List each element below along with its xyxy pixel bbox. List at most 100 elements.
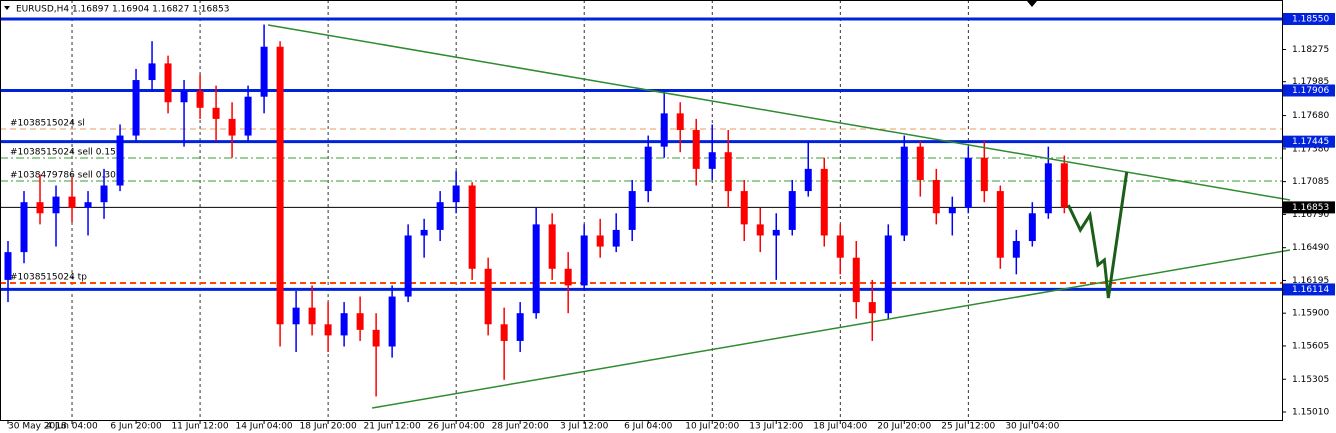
candle-body	[900, 146, 908, 236]
candle-body	[484, 268, 492, 325]
level-label: 1.18550	[1292, 14, 1329, 24]
candle-body	[404, 235, 412, 297]
candle-body	[84, 202, 92, 208]
y-tick-label: 1.16195	[1292, 276, 1329, 286]
menu-icon	[4, 6, 10, 10]
level-box	[1283, 12, 1335, 25]
level-box	[1283, 84, 1335, 97]
y-tick-label: 1.15900	[1292, 309, 1329, 319]
shift-marker	[1027, 1, 1037, 7]
candle-body	[308, 307, 316, 325]
candle-body	[916, 146, 924, 180]
candle-body	[388, 296, 396, 347]
x-tick-label: 18 Jul 04:00	[813, 422, 867, 432]
candle-body	[708, 152, 716, 169]
candle-body	[836, 235, 844, 258]
order-label: #1038479786 sell 0.30	[10, 170, 116, 180]
y-tick-label: 1.15305	[1292, 375, 1329, 385]
candle-body	[852, 257, 860, 303]
candle-body	[276, 46, 284, 325]
candle-body	[260, 46, 268, 97]
candle-body	[868, 302, 876, 314]
candle-body	[292, 307, 300, 325]
candle-body	[52, 196, 60, 214]
candle-body	[964, 157, 972, 208]
current-price-label: 1.16853	[1292, 203, 1329, 213]
candle-body	[628, 191, 636, 230]
candle-body	[532, 224, 540, 314]
x-tick-label: 25 Jul 12:00	[941, 422, 995, 432]
y-tick-label: 1.15010	[1292, 408, 1329, 418]
x-tick-label: 6 Jun 20:00	[110, 422, 162, 432]
x-tick-label: 18 Jun 20:00	[300, 422, 357, 432]
candle-body	[500, 324, 508, 341]
y-tick-label: 1.18275	[1292, 45, 1329, 55]
candle-body	[980, 157, 988, 192]
candle-body	[180, 91, 188, 103]
candle-body	[996, 191, 1004, 258]
candle-body	[196, 91, 204, 108]
candle-body	[116, 135, 124, 186]
plot-frame	[0, 0, 1283, 421]
candle-body	[164, 63, 172, 103]
x-tick-label: 20 Jul 20:00	[877, 422, 931, 432]
candle-body	[788, 191, 796, 230]
candle-body	[1060, 163, 1068, 208]
candle-body	[612, 229, 620, 247]
candle-body	[356, 313, 364, 330]
candle-body	[132, 80, 140, 136]
candle-body	[676, 113, 684, 131]
x-tick-label: 6 Jul 04:00	[624, 422, 673, 432]
candle-body	[1044, 163, 1052, 214]
candle-body	[68, 196, 76, 208]
candle-body	[436, 202, 444, 230]
current-price-box	[1283, 201, 1335, 214]
level-label: 1.17445	[1292, 137, 1329, 147]
candle-body	[452, 185, 460, 203]
candle-body	[884, 235, 892, 314]
candle-body	[212, 107, 220, 119]
candle-body	[372, 329, 380, 347]
candle-body	[580, 235, 588, 286]
candle-body	[340, 313, 348, 336]
candle-body	[644, 146, 652, 192]
candle-body	[100, 185, 108, 203]
candle-body	[4, 252, 12, 280]
candle-body	[516, 313, 524, 341]
trendline	[267, 24, 1291, 201]
x-tick-label: 26 Jun 04:00	[428, 422, 485, 432]
chart-title: EURUSD,H4 1.16897 1.16904 1.16827 1.1685…	[16, 5, 229, 15]
candle-body	[948, 207, 956, 214]
candle-body	[932, 179, 940, 214]
x-tick-label: 21 Jun 12:00	[364, 422, 421, 432]
x-tick-label: 30 Jul 04:00	[1005, 422, 1059, 432]
candle-body	[1012, 241, 1020, 258]
candle-body	[596, 235, 604, 247]
x-tick-label: 13 Jul 12:00	[749, 422, 803, 432]
candle-body	[148, 63, 156, 81]
trendline	[371, 249, 1291, 409]
candle-body	[548, 224, 556, 269]
x-tick-label: 14 Jun 04:00	[235, 422, 292, 432]
order-label: #1038515024 sell 0.15	[10, 147, 116, 157]
candle-body	[20, 202, 28, 253]
candle-body	[660, 113, 668, 147]
x-tick-label: 3 Jul 12:00	[560, 422, 609, 432]
candle-body	[1028, 213, 1036, 242]
x-tick-label: 30 May 2018	[8, 422, 67, 432]
x-tick-label: 4 Jun 04:00	[46, 422, 98, 432]
candle-body	[756, 224, 764, 236]
y-tick-label: 1.17085	[1292, 177, 1329, 187]
candle-body	[244, 96, 252, 136]
x-tick-label: 10 Jul 20:00	[685, 422, 739, 432]
candle-body	[692, 130, 700, 169]
candle-body	[36, 202, 44, 214]
y-tick-label: 1.16790	[1292, 210, 1329, 220]
y-tick-label: 1.15605	[1292, 341, 1329, 351]
y-tick-label: 1.16490	[1292, 243, 1329, 253]
candle-body	[324, 324, 332, 336]
y-tick-label: 1.17380	[1292, 144, 1329, 154]
candle-body	[228, 118, 236, 136]
